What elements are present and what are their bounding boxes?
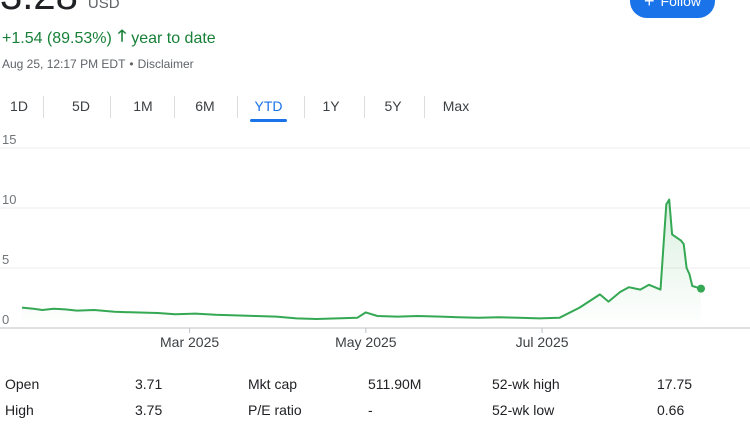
y-tick-label: 15 — [2, 132, 16, 147]
tab-label: YTD — [254, 98, 283, 114]
x-axis-ticks: Mar 2025 May 2025 Jul 2025 — [160, 328, 569, 350]
change-period: year to date — [131, 29, 216, 47]
arrow-up-icon: 🡑 — [117, 28, 127, 45]
x-tick-label: May 2025 — [335, 334, 397, 350]
price-series-line — [21, 198, 702, 320]
tab-divider — [43, 96, 44, 118]
tab-1m[interactable]: 1M — [130, 92, 156, 124]
tab-5d[interactable]: 5D — [70, 92, 92, 124]
y-tick-label: 0 — [2, 312, 9, 327]
y-tick-label: 5 — [2, 252, 9, 267]
tab-label: 1Y — [322, 98, 340, 114]
tab-divider — [174, 96, 175, 118]
tab-max[interactable]: Max — [441, 92, 471, 124]
change-value: +1.54 (89.53%) — [2, 29, 112, 47]
separator-dot: • — [129, 57, 134, 71]
stat-value-high: 3.75 — [135, 402, 163, 418]
stat-label-52wk-low: 52-wk low — [492, 402, 555, 418]
price-header: 3.28 USD — [0, 0, 120, 16]
tab-ytd[interactable]: YTD — [250, 92, 287, 124]
y-tick-label: 10 — [2, 192, 16, 207]
tab-divider — [424, 96, 425, 118]
tab-divider — [304, 96, 305, 118]
timestamp: Aug 25, 12:17 PM EDT — [2, 57, 126, 71]
price-chart[interactable]: 15 10 5 0 Mar 2025 May 2025 Jul 2025 — [0, 130, 750, 360]
tab-5y[interactable]: 5Y — [383, 92, 403, 124]
x-tick-label: Mar 2025 — [160, 334, 219, 350]
x-tick-label: Jul 2025 — [516, 334, 569, 350]
stat-value-52wk-high: 17.75 — [657, 376, 693, 392]
stat-value-open: 3.71 — [135, 376, 163, 392]
follow-button[interactable]: + Follow — [630, 0, 715, 18]
follow-label: Follow — [660, 0, 701, 9]
tab-divider — [237, 96, 238, 118]
tab-label: 5Y — [384, 98, 402, 114]
tab-label: 5D — [72, 98, 90, 114]
tab-label: 1D — [10, 98, 28, 114]
tab-label: Max — [442, 98, 470, 114]
plus-icon: + — [644, 0, 655, 11]
tab-1y[interactable]: 1Y — [321, 92, 341, 124]
stat-value-52wk-low: 0.66 — [657, 402, 685, 418]
disclaimer-link[interactable]: Disclaimer — [137, 57, 194, 71]
current-price-dot — [697, 284, 705, 293]
y-axis-ticks: 15 10 5 0 — [2, 132, 16, 327]
stat-label-open: Open — [5, 376, 40, 392]
tab-divider — [110, 96, 111, 118]
stat-label-mkt-cap: Mkt cap — [248, 376, 298, 392]
tab-label: 6M — [195, 98, 215, 114]
tab-1d[interactable]: 1D — [8, 92, 30, 124]
tab-6m[interactable]: 6M — [193, 92, 217, 124]
current-price: 3.28 — [0, 0, 78, 16]
stat-label-high: High — [5, 402, 34, 418]
stat-value-pe-ratio: - — [368, 402, 373, 418]
currency-code: USD — [87, 0, 120, 12]
stat-value-mkt-cap: 511.90M — [368, 376, 422, 392]
tab-label: 1M — [133, 98, 153, 114]
stat-label-pe-ratio: P/E ratio — [248, 402, 302, 418]
stat-label-52wk-high: 52-wk high — [492, 376, 560, 392]
quote-meta: Aug 25, 12:17 PM EDT • Disclaimer — [2, 57, 194, 71]
price-change: +1.54 (89.53%) 🡑 year to date — [2, 25, 216, 52]
tab-divider — [364, 96, 365, 118]
price-area-fill — [22, 199, 701, 328]
